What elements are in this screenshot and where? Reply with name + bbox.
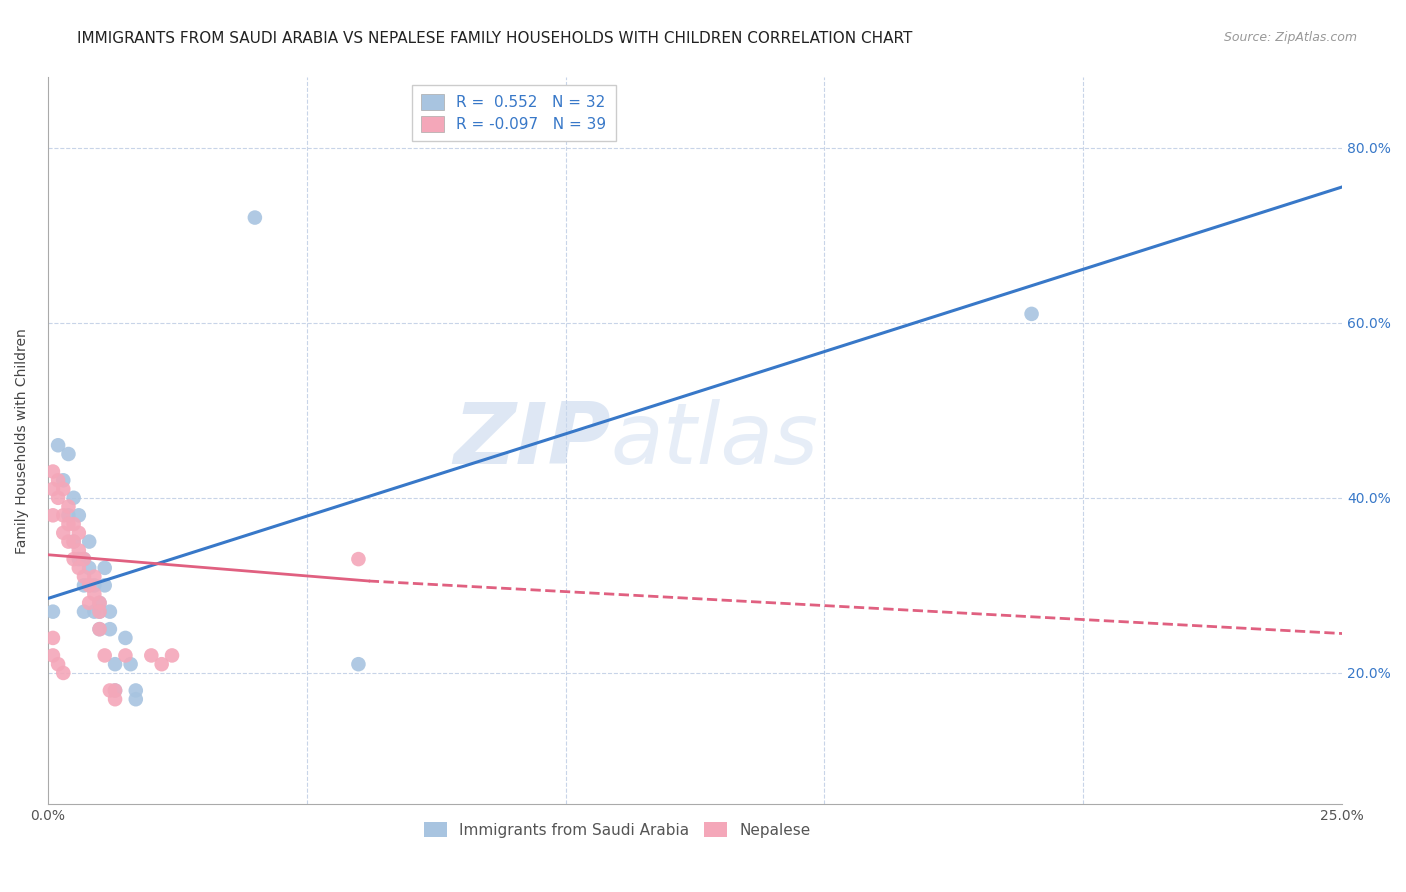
Legend: Immigrants from Saudi Arabia, Nepalese: Immigrants from Saudi Arabia, Nepalese [418, 815, 817, 844]
Point [73, 552, 96, 566]
Point [52, 508, 75, 523]
Point [89, 596, 111, 610]
Point [52, 473, 75, 487]
Point [89, 596, 111, 610]
Point [46, 491, 69, 505]
Point [89, 605, 111, 619]
Point [347, 552, 370, 566]
Point [125, 692, 148, 706]
Point [93, 578, 115, 592]
Text: ZIP: ZIP [453, 400, 610, 483]
Point [89, 622, 111, 636]
Point [62, 517, 84, 532]
Point [62, 491, 84, 505]
Point [104, 657, 127, 672]
Point [73, 569, 96, 583]
Point [42, 465, 65, 479]
Point [46, 657, 69, 672]
Point [141, 648, 163, 663]
Point [98, 622, 121, 636]
Point [1021, 307, 1043, 321]
Point [77, 561, 100, 575]
Point [73, 552, 96, 566]
Point [42, 631, 65, 645]
Point [93, 561, 115, 575]
Point [67, 525, 90, 540]
Point [58, 500, 80, 514]
Point [58, 517, 80, 532]
Point [160, 648, 183, 663]
Point [114, 631, 136, 645]
Point [77, 534, 100, 549]
Point [42, 508, 65, 523]
Text: IMMIGRANTS FROM SAUDI ARABIA VS NEPALESE FAMILY HOUSEHOLDS WITH CHILDREN CORRELA: IMMIGRANTS FROM SAUDI ARABIA VS NEPALESE… [77, 31, 912, 46]
Point [83, 605, 105, 619]
Point [62, 552, 84, 566]
Point [98, 605, 121, 619]
Text: Source: ZipAtlas.com: Source: ZipAtlas.com [1223, 31, 1357, 45]
Point [52, 482, 75, 496]
Point [67, 543, 90, 558]
Point [67, 552, 90, 566]
Point [104, 683, 127, 698]
Point [58, 508, 80, 523]
Point [114, 648, 136, 663]
Point [77, 578, 100, 592]
Point [243, 211, 266, 225]
Point [62, 534, 84, 549]
Point [98, 683, 121, 698]
Point [150, 657, 173, 672]
Point [52, 525, 75, 540]
Point [77, 596, 100, 610]
Point [73, 605, 96, 619]
Point [89, 622, 111, 636]
Point [347, 657, 370, 672]
Point [83, 569, 105, 583]
Point [62, 534, 84, 549]
Point [42, 648, 65, 663]
Point [58, 447, 80, 461]
Point [104, 683, 127, 698]
Point [58, 534, 80, 549]
Point [83, 578, 105, 592]
Point [42, 482, 65, 496]
Y-axis label: Family Households with Children: Family Households with Children [15, 328, 30, 554]
Point [104, 692, 127, 706]
Point [83, 587, 105, 601]
Point [52, 665, 75, 680]
Point [89, 605, 111, 619]
Point [46, 473, 69, 487]
Point [73, 578, 96, 592]
Text: atlas: atlas [610, 400, 818, 483]
Point [77, 578, 100, 592]
Point [125, 683, 148, 698]
Point [120, 657, 142, 672]
Point [67, 561, 90, 575]
Point [93, 648, 115, 663]
Point [46, 438, 69, 452]
Point [67, 508, 90, 523]
Point [42, 605, 65, 619]
